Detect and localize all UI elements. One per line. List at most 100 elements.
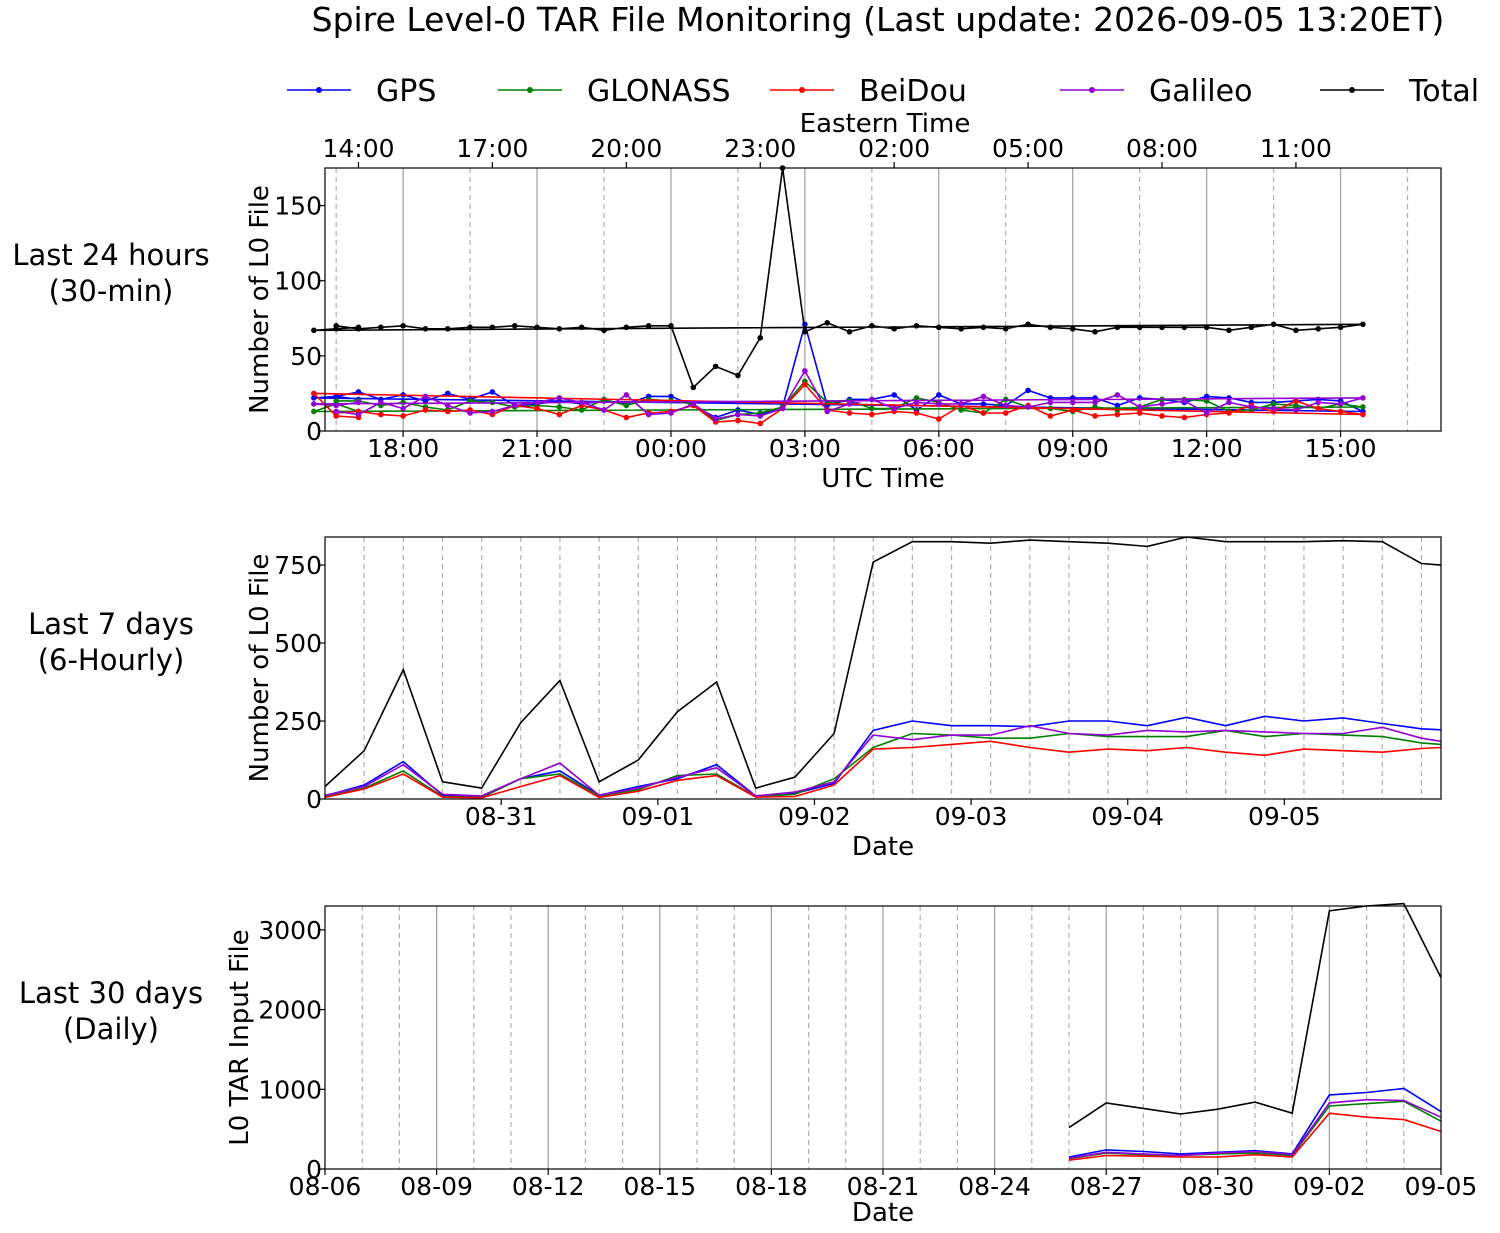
x-tick-label: 08-12: [512, 1172, 585, 1201]
series-point-total: [913, 323, 920, 329]
series-line-galileo: [324, 724, 1442, 797]
series-line-total: [1068, 902, 1442, 1129]
series-point-galileo: [824, 408, 830, 415]
x-tick-label: 09-05: [1248, 802, 1321, 831]
series-point-gps: [311, 395, 317, 401]
series-point-beidou: [400, 413, 406, 419]
series-line-galileo: [313, 369, 1364, 420]
series-point-galileo: [1025, 404, 1031, 410]
series-point-total: [757, 335, 764, 341]
x-tick-label: 09-03: [935, 802, 1008, 831]
x-tick-label: 12:00: [1171, 434, 1243, 463]
series-point-galileo: [980, 393, 987, 400]
series-point-galileo: [623, 392, 630, 398]
series-point-total: [623, 324, 630, 331]
series-point-total: [1226, 327, 1232, 334]
series-line-total: [313, 167, 1364, 389]
series-point-beidou: [556, 411, 563, 418]
series-point-glonass: [1293, 402, 1299, 409]
row-label-subtitle-2: (Daily): [63, 1012, 159, 1046]
y-tick-label: 3000: [258, 916, 322, 945]
series-point-beidou: [311, 390, 317, 397]
series-point-total: [824, 319, 830, 326]
y-tick-label: 250: [274, 707, 322, 736]
series-point-total: [668, 323, 674, 329]
x-tick-label: 08-24: [958, 1172, 1031, 1201]
series-point-gps: [936, 392, 942, 398]
series-point-galileo: [936, 401, 942, 407]
x-tick-label: 09-01: [622, 802, 695, 831]
series-point-beidou: [735, 417, 741, 424]
series-point-galileo: [1226, 399, 1232, 406]
series-point-galileo: [333, 408, 339, 415]
series-point-total: [802, 329, 808, 335]
y-axis-label: Number of L0 File: [245, 185, 275, 414]
series-point-total: [1136, 324, 1143, 331]
axes-frame: [324, 167, 1442, 432]
series-point-total: [1270, 321, 1277, 328]
series-point-beidou: [1226, 410, 1232, 416]
series-point-galileo: [779, 405, 786, 412]
y-tick-label: 150: [274, 192, 322, 221]
series-point-galileo: [534, 399, 540, 406]
series-point-galileo: [1159, 401, 1165, 407]
series-point-beidou: [913, 410, 920, 416]
legend-marker-galileo: [1089, 87, 1095, 93]
series-point-glonass: [400, 399, 406, 406]
y-axis-label: L0 TAR Input File: [225, 929, 255, 1145]
series-point-total: [1360, 321, 1366, 328]
x-tick-label: 06:00: [903, 434, 975, 463]
y-tick-label: 500: [274, 629, 322, 658]
legend-label-total: Total: [1408, 74, 1479, 109]
series-point-galileo: [1293, 407, 1299, 413]
series-point-galileo: [869, 396, 875, 403]
series-point-beidou: [1047, 413, 1054, 419]
top-x-tick-label: 17:00: [456, 134, 528, 163]
y-tick-label: 2000: [258, 996, 322, 1025]
x-axis-label: Date: [852, 1198, 914, 1228]
row-label-title-2: Last 30 days: [19, 976, 203, 1010]
row-label-title-1: Last 7 days: [28, 607, 194, 641]
series-point-total: [1337, 324, 1344, 331]
series-point-galileo: [1181, 398, 1188, 404]
series-point-galileo: [355, 399, 362, 406]
series-point-galileo: [668, 410, 674, 416]
series-point-galileo: [601, 407, 607, 413]
legend-label-galileo: Galileo: [1149, 74, 1252, 109]
series-point-galileo: [355, 411, 362, 418]
y-tick-label: 50: [290, 342, 322, 371]
row-label-subtitle-1: (6-Hourly): [38, 643, 185, 677]
series-point-gps: [444, 390, 451, 397]
series-point-beidou: [1114, 411, 1121, 418]
series-point-total: [712, 363, 719, 370]
series-point-galileo: [1270, 405, 1277, 412]
series-point-galileo: [1092, 399, 1098, 406]
x-tick-label: 08-31: [465, 802, 538, 831]
series-point-glonass: [913, 395, 920, 401]
series-point-galileo: [645, 411, 652, 418]
top-x-tick-label: 08:00: [1126, 134, 1198, 163]
series-point-total: [1047, 324, 1054, 331]
series-point-beidou: [333, 413, 339, 419]
top-x-tick-label: 11:00: [1260, 134, 1332, 163]
series-point-beidou: [802, 381, 808, 388]
x-axis-label: UTC Time: [821, 464, 944, 494]
series-point-beidou: [1181, 414, 1188, 421]
legend-marker-glonass: [527, 87, 533, 93]
series-point-total: [422, 326, 429, 332]
legend-label-gps: GPS: [376, 74, 436, 109]
series-point-glonass: [869, 405, 875, 412]
series-line-gps: [324, 715, 1442, 798]
series-point-beidou: [623, 414, 630, 421]
series-point-beidou: [534, 405, 540, 412]
series-point-total: [333, 326, 339, 332]
x-tick-label: 08-30: [1181, 1172, 1254, 1201]
series-point-glonass: [623, 402, 630, 409]
series-point-galileo: [1002, 402, 1009, 409]
series-point-total: [958, 326, 964, 332]
series-point-gps: [668, 393, 674, 400]
x-tick-label: 09-04: [1091, 802, 1164, 831]
series-point-glonass: [311, 408, 317, 415]
x-tick-label: 00:00: [635, 434, 707, 463]
